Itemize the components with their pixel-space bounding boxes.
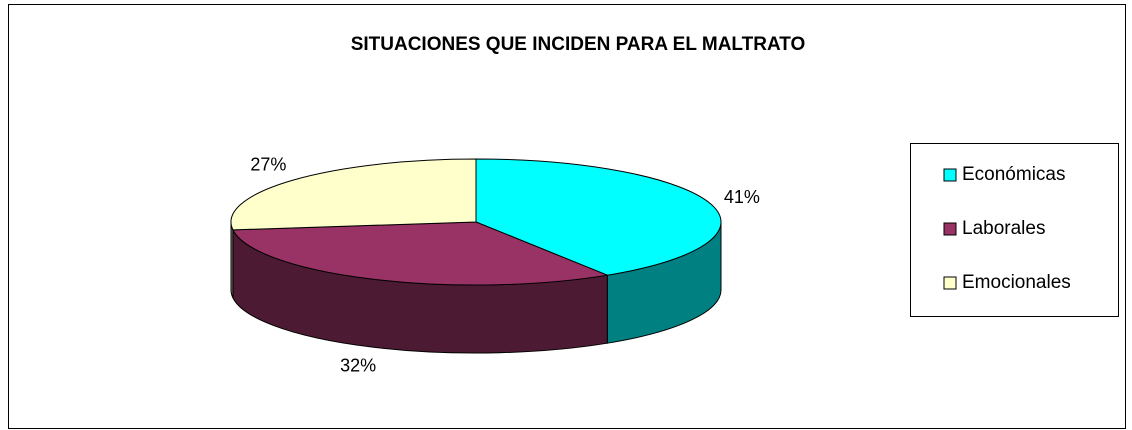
legend-swatch [943, 276, 957, 290]
legend-label: Laborales [962, 218, 1045, 239]
legend-swatch [943, 222, 957, 236]
legend-swatch [943, 168, 957, 182]
legend-label: Económicas [962, 164, 1066, 185]
slice [230, 158, 477, 231]
slice-side [230, 221, 234, 299]
data-label: 27% [250, 155, 286, 175]
slice [475, 158, 722, 276]
chart-title: SITUACIONES QUE INCIDEN PARA EL MALTRATO [351, 34, 806, 55]
slice [232, 221, 610, 286]
data-label: 32% [340, 356, 376, 376]
data-label: 41% [724, 187, 760, 207]
legend-label: Emocionales [962, 272, 1071, 293]
